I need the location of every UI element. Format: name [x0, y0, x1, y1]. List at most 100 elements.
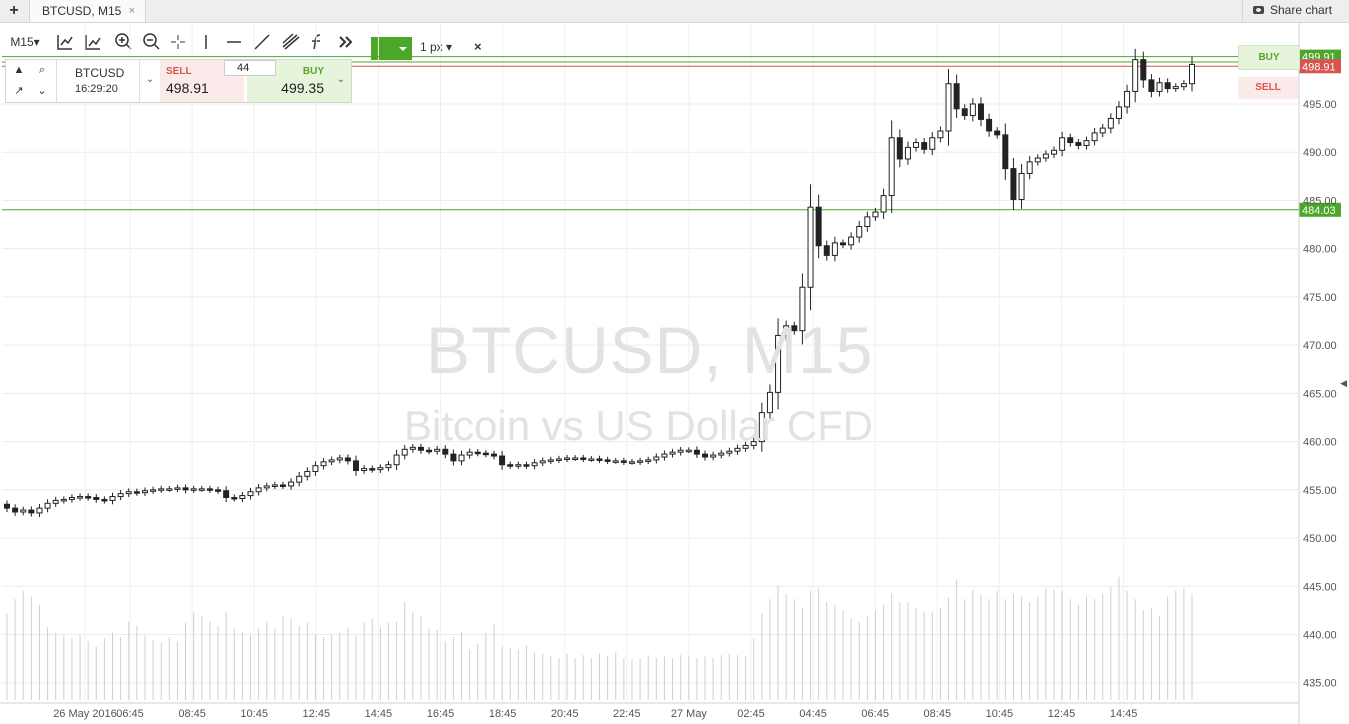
more-icon[interactable] [339, 36, 353, 48]
candle-body [1075, 142, 1082, 146]
candle-body [12, 507, 19, 513]
candle-body [223, 490, 230, 499]
quantity-input[interactable]: 44 [224, 60, 276, 76]
studies-icon[interactable] [85, 35, 101, 50]
candle-body [174, 487, 181, 490]
candle-body [547, 459, 554, 462]
price-label-badge [1299, 59, 1341, 74]
candle-body [166, 488, 173, 491]
close-drawing-button[interactable]: × [474, 39, 482, 54]
y-tick-label: 490.00 [1303, 147, 1337, 159]
candle-body [434, 448, 441, 452]
x-tick-label: 06:45 [861, 708, 889, 720]
candle-body [913, 142, 920, 148]
line-width-selector[interactable]: 1 px ▾ [420, 40, 453, 54]
candle-body [718, 452, 725, 456]
symbol-cell[interactable]: BTCUSD 16:29:20 [56, 60, 140, 102]
camera-icon [1253, 6, 1264, 14]
collapse-panel-icon[interactable]: ▲ [13, 64, 25, 76]
candle-body [109, 496, 116, 501]
x-tick-label: 10:45 [240, 708, 268, 720]
x-tick-label: 14:45 [1110, 708, 1138, 720]
external-link-icon[interactable]: ↗ [14, 85, 24, 97]
x-tick-label: 12:45 [303, 708, 331, 720]
buy-tag-button[interactable]: BUY [1238, 45, 1300, 70]
zoom-out-icon[interactable] [143, 33, 160, 50]
candle-body [604, 459, 611, 462]
candle-body [263, 485, 270, 489]
candle-body [288, 481, 295, 487]
close-tab-icon[interactable]: × [128, 5, 135, 17]
symbol-name: BTCUSD [75, 66, 125, 80]
y-tick-label: 485.00 [1303, 195, 1337, 207]
sell-tag-button[interactable]: SELL [1238, 77, 1298, 99]
search-icon[interactable]: ⌕ [38, 64, 46, 76]
candle-body [206, 488, 213, 491]
candle-body [1156, 82, 1163, 92]
candle-body [856, 225, 863, 238]
candle-body [507, 464, 514, 467]
candle-body [1010, 168, 1017, 200]
candle-body [523, 464, 530, 467]
candle-body [572, 457, 579, 460]
candle-body [4, 503, 10, 509]
y-tick-label: 440.00 [1303, 629, 1337, 641]
indicators-icon[interactable] [57, 35, 73, 50]
candle-body [596, 458, 603, 461]
x-tick-label: 26 May 2016 [53, 708, 117, 720]
candle-body [361, 468, 368, 472]
candle-body [369, 468, 376, 471]
candle-body [986, 118, 993, 132]
candle-body [1132, 59, 1139, 92]
candle-body [377, 467, 384, 471]
candle-body [198, 488, 205, 491]
candle-body [1172, 86, 1179, 90]
y-tick-label: 475.00 [1303, 292, 1337, 304]
candle-body [158, 488, 165, 491]
chart-tab[interactable]: BTCUSD, M15 × [29, 0, 146, 22]
candle-body [831, 242, 838, 256]
candle-body [807, 206, 814, 288]
color-picker-button[interactable] [371, 37, 412, 60]
candle-body [872, 211, 879, 218]
candle-body [320, 461, 327, 467]
add-tab-button[interactable]: + [9, 2, 19, 19]
trend-line-icon[interactable] [254, 34, 270, 50]
server-time: 16:29:20 [75, 83, 118, 95]
x-tick-label: 12:45 [1048, 708, 1076, 720]
y-tick-label: 455.00 [1303, 485, 1337, 497]
crosshair-icon[interactable] [171, 35, 185, 49]
candle-body [1067, 137, 1074, 144]
candle-body [490, 453, 497, 457]
chevron-down-icon[interactable]: ⌄ [37, 85, 47, 97]
candle-body [1140, 59, 1147, 81]
buy-chevron-icon[interactable]: ⌄ [336, 74, 346, 85]
sell-chevron-icon[interactable]: ⌄ [145, 74, 155, 85]
candles [4, 48, 1195, 518]
candle-body [28, 509, 35, 514]
y-tick-label: 495.00 [1303, 99, 1337, 111]
collapse-arrow-icon[interactable]: ◀ [1340, 378, 1347, 388]
price-label-badge [1299, 202, 1341, 217]
timeframe-selector[interactable]: M15▾ [10, 35, 40, 49]
candle-body [312, 465, 319, 472]
pitchfork-icon[interactable] [282, 33, 300, 50]
sell-label: SELL [166, 66, 192, 77]
candle-body [60, 498, 67, 502]
candle-body [255, 487, 262, 493]
y-tick-label: 470.00 [1303, 340, 1337, 352]
candle-body [645, 459, 652, 462]
candle-body [133, 491, 140, 494]
candle-body [279, 484, 286, 487]
candle-body [1091, 132, 1098, 142]
candle-body [482, 452, 489, 456]
candle-body [1026, 161, 1033, 174]
candle-body [896, 137, 903, 160]
x-tick-label: 18:45 [489, 708, 517, 720]
price-label-text: 484.03 [1302, 205, 1336, 217]
share-chart-button[interactable]: Share chart [1242, 0, 1349, 22]
candle-body [393, 454, 400, 466]
candle-body [864, 216, 871, 227]
chart-grid [2, 22, 1298, 702]
